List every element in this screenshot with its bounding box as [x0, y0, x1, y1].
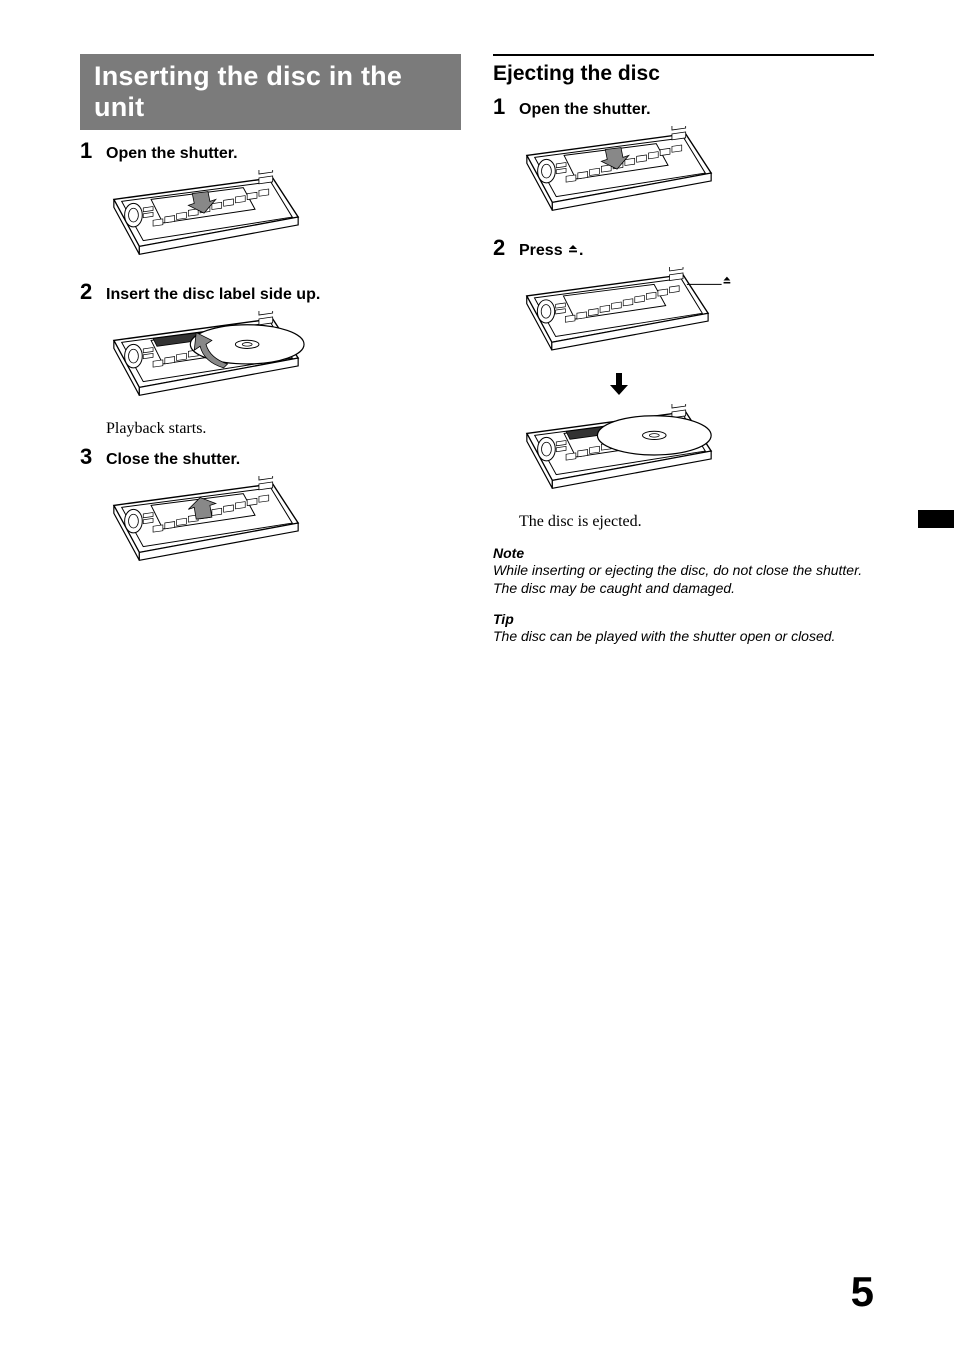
column-right: Ejecting the disc 1 Open the shutter. 2 …	[493, 54, 874, 646]
illustration	[80, 170, 461, 267]
arrow-down-icon	[519, 371, 719, 402]
tip-text: The disc can be played with the shutter …	[493, 627, 874, 645]
illustration	[493, 404, 874, 501]
step-row: 2 Press .	[493, 235, 874, 261]
step-number: 2	[80, 279, 106, 305]
step-number: 2	[493, 235, 519, 261]
illustration	[80, 311, 461, 408]
step-row: 1 Open the shutter.	[493, 94, 874, 120]
step-text: Open the shutter.	[106, 145, 238, 163]
step-number: 1	[493, 94, 519, 120]
device-close-shutter-icon	[106, 476, 306, 568]
section-title-bar: Inserting the disc in the unit	[80, 54, 461, 130]
column-left: Inserting the disc in the unit 1 Open th…	[80, 54, 461, 646]
illustration	[493, 126, 874, 223]
illustration	[493, 267, 874, 363]
device-insert-disc-icon	[106, 311, 306, 403]
note-text: While inserting or ejecting the disc, do…	[493, 561, 874, 597]
page-content: Inserting the disc in the unit 1 Open th…	[0, 0, 954, 646]
step-text: Open the shutter.	[519, 101, 651, 119]
step-number: 3	[80, 444, 106, 470]
device-disc-ejected-icon	[519, 404, 719, 496]
page-number: 5	[851, 1268, 874, 1316]
note-label: Note	[493, 545, 874, 561]
note-block: Note While inserting or ejecting the dis…	[493, 545, 874, 597]
tip-label: Tip	[493, 611, 874, 627]
device-eject-button-icon	[519, 267, 739, 358]
step-row: 3 Close the shutter.	[80, 444, 461, 470]
step-text-suffix: .	[579, 242, 583, 259]
edge-tab	[918, 510, 954, 528]
step-text: Press .	[519, 242, 584, 260]
section-heading: Ejecting the disc	[493, 62, 874, 86]
tip-block: Tip The disc can be played with the shut…	[493, 611, 874, 645]
step-row: 2 Insert the disc label side up.	[80, 279, 461, 305]
step-text: Close the shutter.	[106, 451, 240, 469]
illustration	[80, 476, 461, 573]
step-number: 1	[80, 138, 106, 164]
step-caption: Playback starts.	[80, 420, 461, 438]
step-caption: The disc is ejected.	[493, 513, 874, 531]
step-row: 1 Open the shutter.	[80, 138, 461, 164]
step-text-prefix: Press	[519, 242, 567, 259]
device-open-shutter-icon	[519, 126, 719, 218]
eject-icon	[567, 242, 579, 259]
device-open-shutter-icon	[106, 170, 306, 262]
step-text: Insert the disc label side up.	[106, 286, 320, 304]
